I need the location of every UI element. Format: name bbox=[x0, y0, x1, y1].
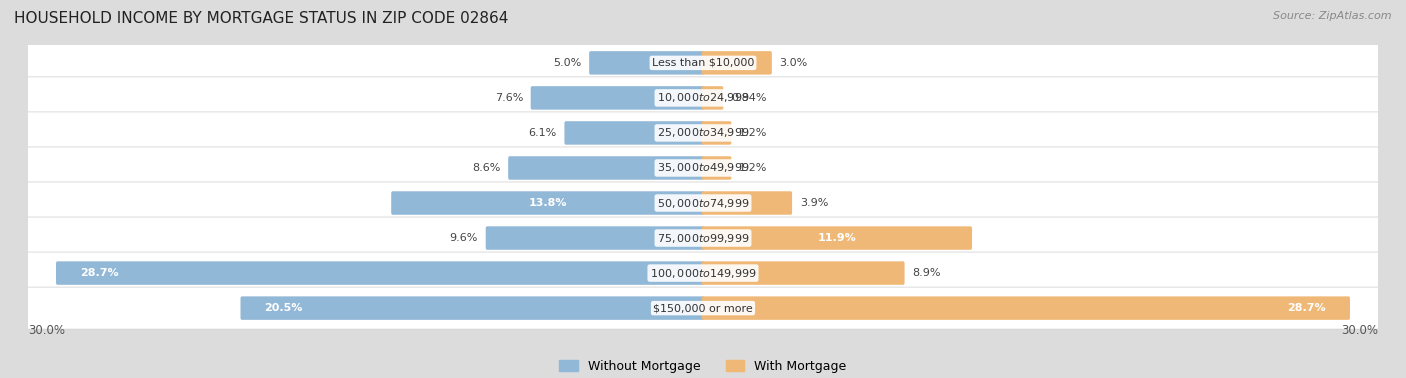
Text: $75,000 to $99,999: $75,000 to $99,999 bbox=[657, 232, 749, 245]
Legend: Without Mortgage, With Mortgage: Without Mortgage, With Mortgage bbox=[554, 355, 852, 378]
Text: HOUSEHOLD INCOME BY MORTGAGE STATUS IN ZIP CODE 02864: HOUSEHOLD INCOME BY MORTGAGE STATUS IN Z… bbox=[14, 11, 509, 26]
Text: 5.0%: 5.0% bbox=[554, 58, 582, 68]
Text: 1.2%: 1.2% bbox=[740, 163, 768, 173]
Text: 8.9%: 8.9% bbox=[912, 268, 941, 278]
FancyBboxPatch shape bbox=[485, 226, 704, 250]
Text: 9.6%: 9.6% bbox=[450, 233, 478, 243]
FancyBboxPatch shape bbox=[702, 86, 723, 110]
FancyBboxPatch shape bbox=[702, 156, 731, 180]
Text: $35,000 to $49,999: $35,000 to $49,999 bbox=[657, 161, 749, 175]
Text: 7.6%: 7.6% bbox=[495, 93, 523, 103]
FancyBboxPatch shape bbox=[56, 261, 704, 285]
Text: 3.0%: 3.0% bbox=[779, 58, 807, 68]
Text: $100,000 to $149,999: $100,000 to $149,999 bbox=[650, 266, 756, 280]
FancyBboxPatch shape bbox=[14, 112, 1392, 154]
Text: 20.5%: 20.5% bbox=[264, 303, 302, 313]
FancyBboxPatch shape bbox=[702, 261, 904, 285]
FancyBboxPatch shape bbox=[702, 51, 772, 74]
Text: 6.1%: 6.1% bbox=[529, 128, 557, 138]
Text: Source: ZipAtlas.com: Source: ZipAtlas.com bbox=[1274, 11, 1392, 21]
FancyBboxPatch shape bbox=[589, 51, 704, 74]
Text: $150,000 or more: $150,000 or more bbox=[654, 303, 752, 313]
Text: $10,000 to $24,999: $10,000 to $24,999 bbox=[657, 91, 749, 104]
FancyBboxPatch shape bbox=[508, 156, 704, 180]
FancyBboxPatch shape bbox=[14, 182, 1392, 224]
Text: 0.84%: 0.84% bbox=[731, 93, 766, 103]
FancyBboxPatch shape bbox=[530, 86, 704, 110]
Text: Less than $10,000: Less than $10,000 bbox=[652, 58, 754, 68]
FancyBboxPatch shape bbox=[14, 42, 1392, 84]
Text: $25,000 to $34,999: $25,000 to $34,999 bbox=[657, 127, 749, 139]
FancyBboxPatch shape bbox=[702, 226, 972, 250]
Text: 1.2%: 1.2% bbox=[740, 128, 768, 138]
FancyBboxPatch shape bbox=[14, 77, 1392, 119]
Text: $50,000 to $74,999: $50,000 to $74,999 bbox=[657, 197, 749, 209]
FancyBboxPatch shape bbox=[702, 121, 731, 145]
Text: 11.9%: 11.9% bbox=[817, 233, 856, 243]
FancyBboxPatch shape bbox=[391, 191, 704, 215]
Text: 3.9%: 3.9% bbox=[800, 198, 828, 208]
FancyBboxPatch shape bbox=[702, 191, 792, 215]
Text: 28.7%: 28.7% bbox=[1288, 303, 1326, 313]
Text: 30.0%: 30.0% bbox=[28, 324, 65, 338]
FancyBboxPatch shape bbox=[702, 296, 1350, 320]
FancyBboxPatch shape bbox=[564, 121, 704, 145]
Text: 30.0%: 30.0% bbox=[1341, 324, 1378, 338]
FancyBboxPatch shape bbox=[240, 296, 704, 320]
FancyBboxPatch shape bbox=[14, 287, 1392, 329]
FancyBboxPatch shape bbox=[14, 252, 1392, 294]
FancyBboxPatch shape bbox=[14, 217, 1392, 259]
Text: 8.6%: 8.6% bbox=[472, 163, 501, 173]
Text: 28.7%: 28.7% bbox=[80, 268, 118, 278]
FancyBboxPatch shape bbox=[14, 147, 1392, 189]
Text: 13.8%: 13.8% bbox=[529, 198, 567, 208]
